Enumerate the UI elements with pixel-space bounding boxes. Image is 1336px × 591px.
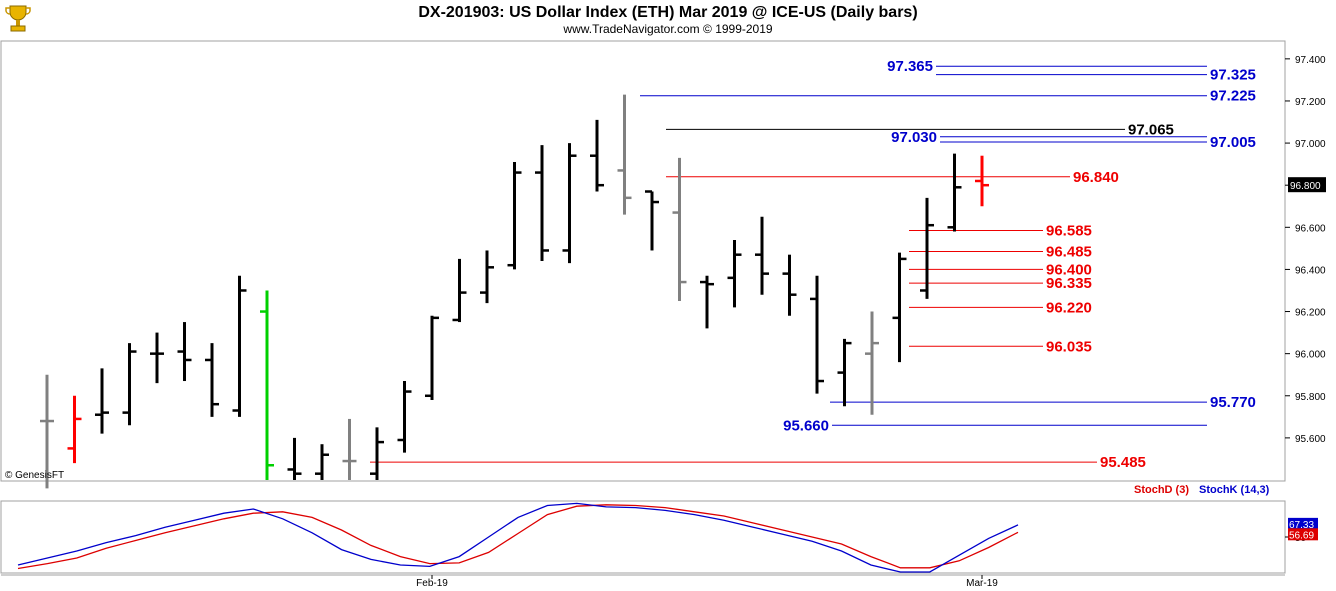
ohlc-bar <box>947 153 962 232</box>
level-label: 96.335 <box>1046 275 1092 292</box>
ohlc-bar <box>727 239 742 308</box>
ohlc-bar <box>122 343 137 426</box>
level-label: 96.585 <box>1046 222 1092 239</box>
stoch-lines <box>17 502 1019 573</box>
ohlc-bar <box>755 216 769 295</box>
ohlc-bar <box>782 254 797 316</box>
stoch-panel-frame <box>0 500 1286 574</box>
stoch-d-legend: StochD (3) <box>1134 484 1189 496</box>
ohlc-bar <box>260 290 274 480</box>
ohlc-bar <box>562 143 577 264</box>
chart-title: DX-201903: US Dollar Index (ETH) Mar 201… <box>418 4 917 21</box>
ohlc-bar <box>535 145 549 261</box>
ohlc-bar <box>342 418 357 480</box>
ohlc-bar <box>590 119 604 192</box>
y-tick-label: 95.600 <box>1295 434 1326 445</box>
ohlc-bar <box>920 197 934 299</box>
ohlc-bar <box>315 444 329 480</box>
ohlc-bar <box>205 343 219 417</box>
stoch-k-last: 67.33 <box>1289 520 1314 531</box>
ohlc-bar <box>67 395 82 464</box>
stoch-d-tag: 56.69 <box>1288 528 1318 541</box>
y-tick-label: 95.800 <box>1295 392 1326 403</box>
ohlc-bar <box>177 322 192 382</box>
level-label: 97.225 <box>1210 88 1256 105</box>
y-tick-label: 96.400 <box>1295 265 1326 276</box>
price-axis: 97.400 97.200 97.000 96.800 96.600 96.400 96.2… <box>1285 55 1326 445</box>
level-label: 97.030 <box>891 129 937 146</box>
ohlc-bar <box>672 157 687 302</box>
stoch-d-line <box>17 504 1019 570</box>
ohlc-bar <box>40 374 54 489</box>
ohlc-bar <box>975 155 989 207</box>
ohlc-bar <box>892 252 907 363</box>
y-tick-label: 97.000 <box>1295 139 1326 150</box>
level-label: 97.005 <box>1210 134 1256 151</box>
ohlc-bar <box>452 258 467 323</box>
level-label: 97.365 <box>887 58 933 75</box>
level-label: 96.220 <box>1046 299 1092 316</box>
last-price-label: 96.800 <box>1290 181 1321 192</box>
ohlc-bar <box>287 437 302 480</box>
stoch-k-line <box>17 502 1019 573</box>
x-tick-label: Mar-19 <box>966 578 998 589</box>
y-tick-label: 96.600 <box>1295 223 1326 234</box>
y-tick-label: 96.200 <box>1295 308 1326 319</box>
trophy-icon <box>5 5 31 32</box>
price-levels: 97.365 97.325 97.225 97.065 97.030 97.005 96.8… <box>370 58 1256 471</box>
level-label: 95.485 <box>1100 454 1146 471</box>
x-axis: Feb-19 Mar-19 <box>416 575 998 589</box>
ohlc-bar <box>865 311 879 415</box>
x-tick-label: Feb-19 <box>416 578 448 589</box>
copyright-text: www.TradeNavigator.com © 1999-2019 <box>562 22 772 36</box>
ohlc-bar <box>617 94 632 215</box>
watermark-text: © GenesisFT <box>5 470 64 481</box>
ohlc-bar <box>232 275 247 417</box>
ohlc-bar <box>810 275 824 394</box>
level-label: 96.485 <box>1046 244 1092 261</box>
ohlc-bar <box>837 338 852 407</box>
ohlc-bar <box>425 315 439 400</box>
ohlc-bar <box>645 190 659 251</box>
level-label: 97.325 <box>1210 67 1256 84</box>
level-label: 96.400 <box>1046 261 1092 278</box>
ohlc-bar <box>150 332 164 384</box>
y-tick-label: 97.200 <box>1295 97 1326 108</box>
ohlc-bar <box>480 250 494 304</box>
ohlc-bar <box>370 427 384 480</box>
level-label: 97.065 <box>1128 121 1174 138</box>
ohlc-bar <box>700 275 714 329</box>
stoch-k-legend: StochK (14,3) <box>1199 484 1270 496</box>
level-label: 96.035 <box>1046 338 1092 355</box>
ohlc-bar <box>95 368 109 434</box>
y-tick-label: 97.400 <box>1295 55 1326 66</box>
stoch-d-last: 56.69 <box>1289 530 1314 541</box>
price-bars <box>40 94 989 489</box>
level-label: 96.840 <box>1073 169 1119 186</box>
price-panel-frame <box>0 40 1286 482</box>
last-price-tag: 96.800 <box>1288 177 1326 193</box>
level-label: 95.770 <box>1210 394 1256 411</box>
ohlc-bar <box>507 162 522 270</box>
y-tick-label: 96.000 <box>1295 350 1326 361</box>
stoch-k-tag: 67.33 <box>1288 517 1318 531</box>
ohlc-bar <box>397 381 412 453</box>
level-label: 95.660 <box>783 417 829 434</box>
